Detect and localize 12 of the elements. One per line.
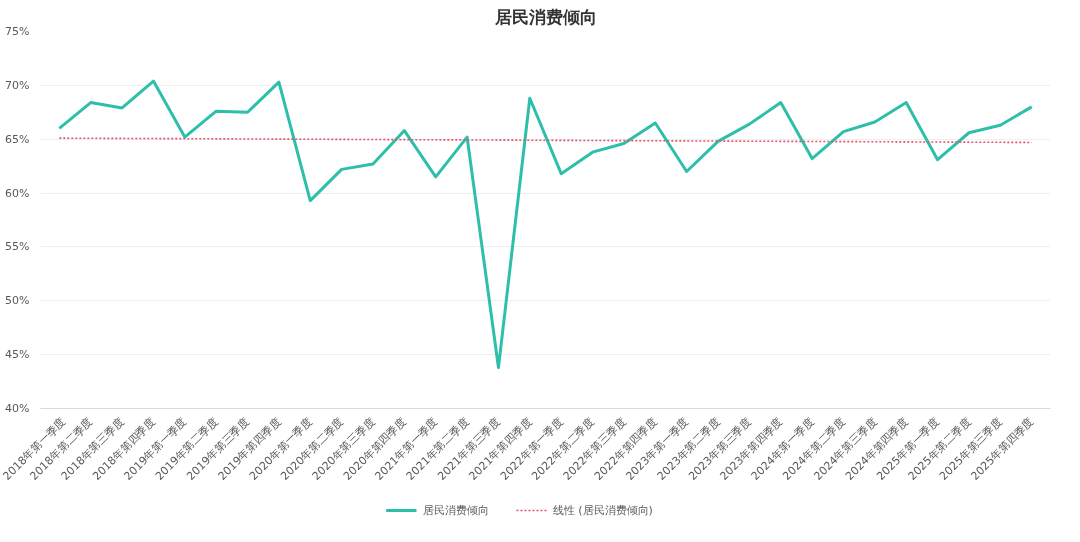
y-tick-label: 45% [5,348,30,362]
legend-label: 线性 (居民消费倾向) [552,504,653,517]
y-tick-label: 55% [5,240,30,254]
chart-title: 居民消费倾向 [493,7,597,27]
y-tick-label: 40% [5,402,30,415]
line-series [57,79,1034,370]
y-tick-label: 60% [5,186,30,200]
y-tick-label: 70% [5,78,30,92]
y-tick-label: 75% [5,25,30,38]
y-tick-label: 50% [5,294,30,308]
legend-label: 居民消费倾向 [422,504,489,517]
y-tick-label: 65% [5,132,30,146]
